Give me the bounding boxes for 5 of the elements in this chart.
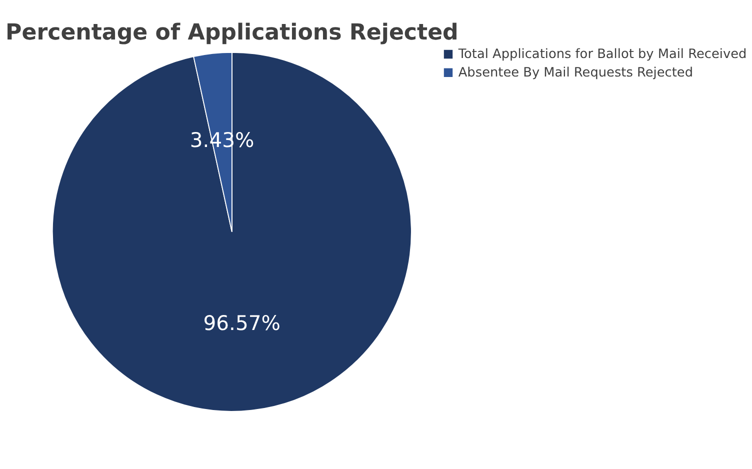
pie-slice [52,52,412,412]
legend-label: Total Applications for Ballot by Mail Received [457,46,747,62]
legend-label: Absentee By Mail Requests Rejected [458,65,694,80]
chart-title: Percentage of Applications Rejected [6,20,458,46]
data-label: 96.57% [203,310,280,335]
